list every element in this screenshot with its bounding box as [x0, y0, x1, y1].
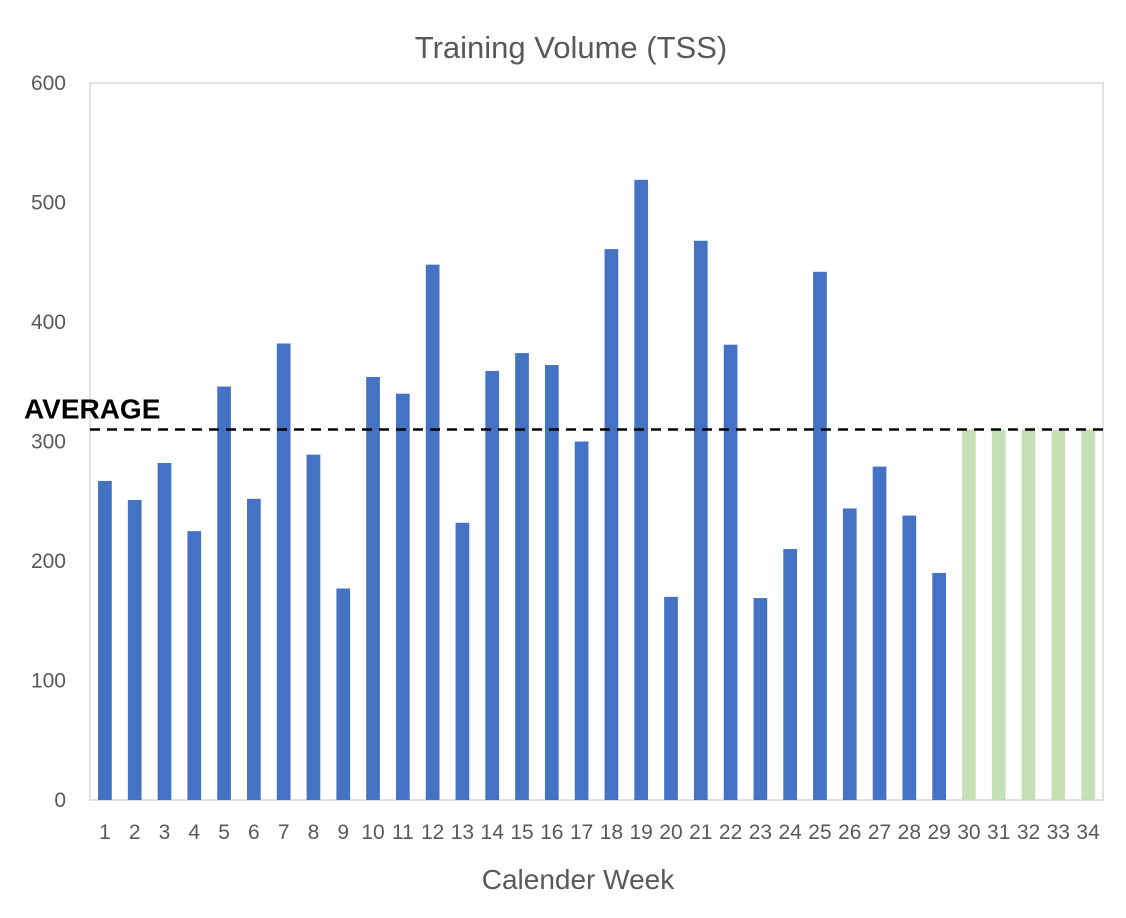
- chart-title: Training Volume (TSS): [415, 30, 727, 65]
- bar-week-27: [872, 466, 887, 800]
- x-tick-label: 33: [1047, 821, 1070, 844]
- bar-week-31: [991, 429, 1006, 800]
- bar-week-5: [217, 386, 231, 800]
- plot-area: [89, 82, 1104, 801]
- x-tick-label: 15: [510, 821, 533, 844]
- bar-week-16: [544, 365, 559, 800]
- bar-week-25: [813, 271, 827, 800]
- bar-week-23: [753, 598, 768, 800]
- x-tick-label: 23: [749, 821, 772, 844]
- x-axis-title: Calender Week: [482, 864, 675, 895]
- y-tick-label: 200: [31, 550, 66, 573]
- bar-week-11: [395, 393, 410, 800]
- x-tick-label: 5: [218, 821, 230, 844]
- x-tick-label: 18: [600, 821, 623, 844]
- x-tick-label: 12: [421, 821, 444, 844]
- bars-group: [98, 179, 1095, 801]
- x-tick-label: 31: [987, 821, 1010, 844]
- x-tick-label: 27: [868, 821, 891, 844]
- y-tick-label: 300: [31, 431, 66, 454]
- x-tick-label: 14: [481, 821, 505, 844]
- x-tick-label: 3: [159, 821, 171, 844]
- bar-week-12: [425, 264, 440, 800]
- x-tick-label: 21: [689, 821, 712, 844]
- x-tick-label: 16: [540, 821, 563, 844]
- y-tick-label: 400: [31, 311, 66, 334]
- bar-week-3: [157, 463, 172, 800]
- bar-week-17: [574, 441, 589, 800]
- bar-week-20: [664, 596, 678, 800]
- y-tick-label: 500: [31, 192, 66, 215]
- bar-week-18: [604, 249, 619, 801]
- bar-week-24: [783, 549, 798, 800]
- bar-week-28: [902, 515, 917, 800]
- x-tick-label: 11: [392, 821, 414, 844]
- x-tick-label: 29: [927, 821, 950, 844]
- x-tick-label: 32: [1017, 821, 1040, 844]
- x-tick-label: 28: [898, 821, 921, 844]
- y-tick-label: 0: [54, 789, 66, 812]
- bar-week-4: [187, 531, 202, 800]
- x-tick-label: 20: [659, 821, 682, 844]
- bar-week-7: [276, 343, 291, 800]
- bar-week-34: [1081, 429, 1095, 800]
- x-tick-label: 7: [278, 821, 290, 844]
- bar-week-14: [485, 370, 500, 800]
- bar-week-6: [247, 498, 261, 800]
- average-label: AVERAGE: [24, 394, 160, 425]
- x-tick-label: 8: [308, 821, 320, 844]
- bar-week-22: [723, 344, 738, 800]
- x-tick-label: 17: [570, 821, 593, 844]
- bar-week-1: [98, 480, 112, 800]
- bar-week-9: [336, 588, 351, 800]
- x-tick-label: 24: [778, 821, 802, 844]
- bar-week-15: [515, 353, 529, 800]
- x-tick-label: 34: [1076, 821, 1100, 844]
- x-tick-label: 4: [188, 821, 200, 844]
- bar-week-21: [693, 240, 708, 801]
- x-tick-label: 10: [361, 821, 384, 844]
- y-axis-ticks: 0 100 200 300 400 500 600: [31, 72, 66, 812]
- x-axis-ticks: 1 2 3 4 5 6 7 8 9 10 11 12 13 14 15 16 17 18 19 20 21 22 23 24 2…: [99, 821, 1100, 844]
- bar-week-10: [366, 376, 380, 800]
- bar-week-8: [306, 454, 321, 800]
- bar-week-32: [1021, 429, 1036, 800]
- x-tick-label: 13: [451, 821, 474, 844]
- x-tick-label: 19: [630, 821, 653, 844]
- y-tick-label: 100: [31, 670, 66, 693]
- bar-week-29: [932, 572, 946, 800]
- bar-week-30: [962, 429, 976, 800]
- x-tick-label: 22: [719, 821, 742, 844]
- x-tick-label: 30: [957, 821, 980, 844]
- bar-week-13: [455, 522, 470, 800]
- x-tick-label: 9: [337, 821, 349, 844]
- bar-week-19: [634, 179, 649, 801]
- bar-week-2: [127, 500, 142, 800]
- bar-week-26: [842, 508, 857, 800]
- x-tick-label: 26: [838, 821, 861, 844]
- x-tick-label: 2: [129, 821, 141, 844]
- x-tick-label: 6: [248, 821, 260, 844]
- x-tick-label: 1: [99, 821, 111, 844]
- x-tick-label: 25: [808, 821, 831, 844]
- y-tick-label: 600: [31, 72, 66, 95]
- bar-week-33: [1051, 429, 1066, 800]
